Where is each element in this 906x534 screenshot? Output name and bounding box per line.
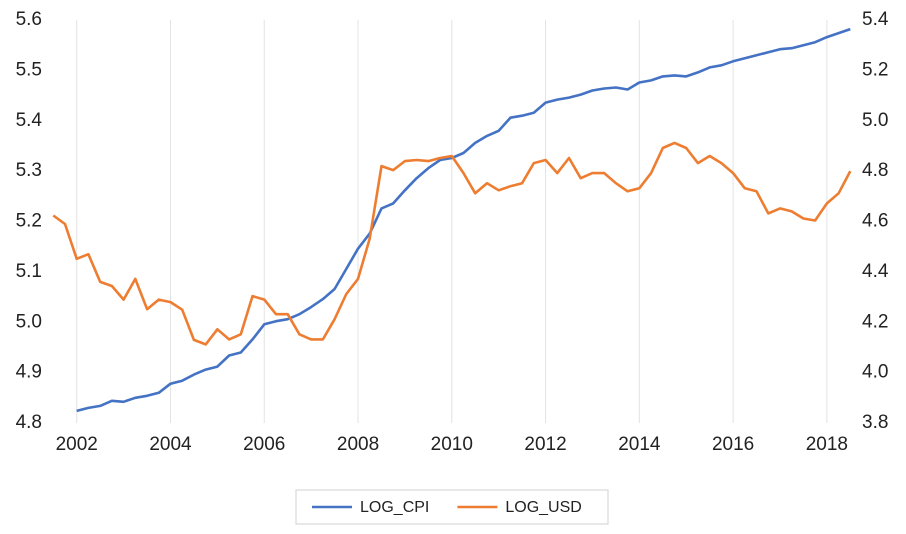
y-tick-label: 4.8: [16, 412, 42, 433]
x-tick-label: 2016: [712, 434, 754, 455]
y2-tick-label: 4.0: [862, 362, 888, 383]
y-tick-label: 5.3: [16, 160, 42, 181]
y2-tick-label: 4.4: [862, 261, 889, 282]
series-line: [52, 141, 852, 346]
legend-box: [295, 489, 609, 525]
y2-tick-label: 3.8: [862, 412, 888, 433]
y-tick-label: 5.4: [16, 110, 43, 131]
legend-label: LOG_USD: [505, 499, 581, 516]
y2-tick-label: 5.2: [862, 59, 888, 80]
y-tick-label: 5.5: [16, 59, 42, 80]
y-tick-label: 4.9: [16, 362, 42, 383]
x-tick-label: 2002: [56, 434, 98, 455]
y-tick-label: 5.1: [16, 261, 42, 282]
legend-label: LOG_CPI: [360, 499, 429, 516]
y-tick-label: 5.0: [16, 311, 42, 332]
y2-tick-label: 5.0: [862, 110, 888, 131]
x-tick-label: 2004: [149, 434, 192, 455]
y-tick-label: 5.2: [16, 211, 42, 232]
y2-tick-label: 4.8: [862, 160, 888, 181]
x-tick-label: 2008: [337, 434, 379, 455]
y2-tick-label: 4.2: [862, 311, 888, 332]
y2-tick-label: 4.6: [862, 211, 888, 232]
x-tick-label: 2012: [524, 434, 566, 455]
series-line: [76, 27, 851, 413]
legend: LOG_CPI LOG_USD: [295, 489, 609, 525]
x-tick-label: 2018: [806, 434, 848, 455]
x-tick-label: 2006: [243, 434, 285, 455]
y2-tick-label: 5.4: [862, 9, 889, 30]
y-tick-label: 5.6: [16, 9, 42, 30]
x-tick-label: 2014: [618, 434, 661, 455]
x-tick-label: 2010: [431, 434, 473, 455]
